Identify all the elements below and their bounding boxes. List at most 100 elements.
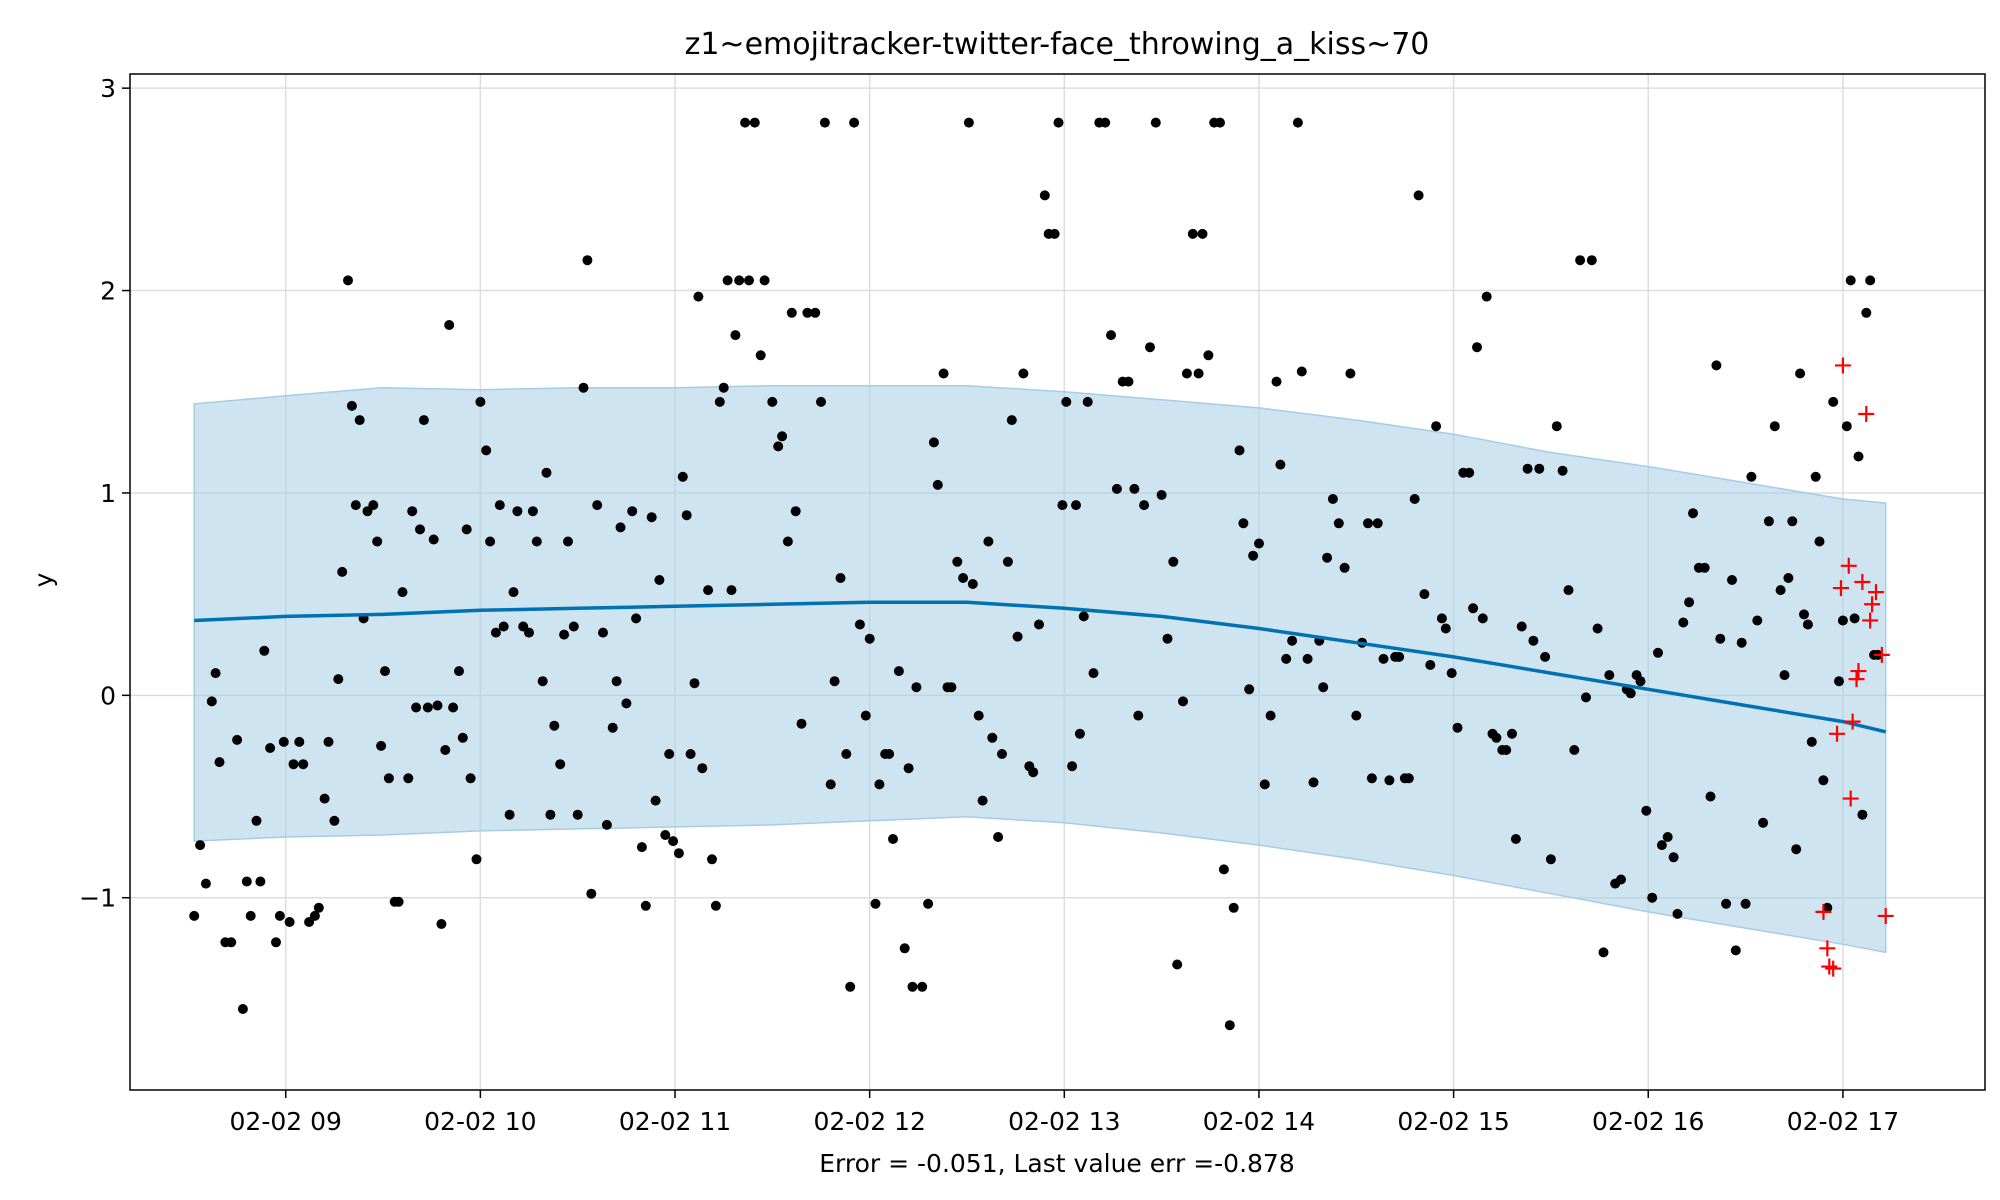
observed-point: [527, 506, 538, 517]
observed-point: [1779, 670, 1790, 681]
x-tick-label: 02-02 16: [1592, 1107, 1704, 1136]
observed-point: [1057, 500, 1068, 511]
observed-point: [1581, 692, 1591, 703]
observed-point: [1592, 623, 1603, 634]
observed-point: [454, 666, 464, 677]
observed-point: [1452, 722, 1463, 733]
observed-point: [407, 506, 418, 517]
observed-point: [714, 396, 725, 407]
observed-point: [329, 815, 340, 826]
observed-point: [1238, 518, 1249, 529]
future-point: [1829, 725, 1846, 742]
observed-point: [1464, 467, 1475, 478]
observed-point: [241, 876, 252, 887]
observed-point: [232, 734, 243, 745]
observed-point: [1586, 255, 1597, 266]
observed-point: [1481, 291, 1492, 302]
x-tick-label: 02-02 11: [619, 1107, 731, 1136]
observed-point: [1327, 494, 1338, 504]
observed-point: [403, 773, 414, 784]
observed-point: [734, 275, 745, 286]
observed-point: [899, 943, 910, 954]
observed-point: [457, 732, 468, 743]
observed-point: [481, 445, 492, 456]
observed-points: [189, 117, 1883, 1031]
observed-point: [512, 506, 523, 517]
observed-point: [1853, 451, 1864, 462]
observed-point: [1746, 471, 1757, 482]
observed-point: [1074, 728, 1085, 739]
observed-point: [475, 396, 486, 407]
observed-point: [884, 749, 895, 759]
observed-point: [864, 633, 875, 644]
observed-point: [767, 396, 778, 407]
y-tick-label: 2: [100, 277, 116, 306]
observed-point: [1139, 500, 1150, 511]
observed-point: [903, 763, 914, 774]
observed-point: [1187, 228, 1198, 239]
observed-point: [796, 718, 807, 729]
observed-point: [685, 749, 696, 759]
observed-point: [226, 937, 237, 948]
observed-point: [1575, 255, 1586, 266]
future-point: [1834, 357, 1851, 374]
observed-point: [1672, 908, 1683, 919]
observed-point: [1477, 613, 1488, 624]
observed-point: [870, 898, 881, 909]
future-points: [1815, 357, 1894, 977]
observed-point: [1715, 633, 1726, 644]
observed-point: [1322, 552, 1333, 563]
observed-point: [1834, 676, 1844, 687]
observed-point: [1849, 613, 1860, 624]
observed-point: [415, 524, 425, 535]
observed-point: [432, 700, 443, 711]
observed-point: [1339, 562, 1350, 573]
observed-point: [278, 736, 289, 747]
chart-title: z1~emojitracker-twitter-face_throwing_a_…: [685, 27, 1430, 62]
observed-point: [977, 795, 988, 806]
observed-point: [1425, 660, 1436, 670]
observed-point: [1528, 635, 1539, 646]
observed-point: [1248, 550, 1259, 561]
observed-point: [274, 910, 285, 921]
observed-point: [428, 534, 439, 545]
observed-point: [490, 627, 501, 638]
x-axis-label: Error = -0.051, Last value err =-0.878: [819, 1149, 1295, 1178]
observed-point: [640, 900, 651, 911]
observed-point: [545, 809, 556, 820]
observed-point: [1345, 368, 1356, 379]
observed-point: [1551, 421, 1562, 432]
x-tick-label: 02-02 17: [1787, 1107, 1899, 1136]
observed-point: [707, 854, 717, 865]
observed-point: [1409, 494, 1420, 504]
observed-point: [1516, 621, 1527, 632]
observed-point: [1049, 228, 1060, 239]
observed-point: [1028, 767, 1039, 778]
observed-point: [598, 627, 608, 638]
x-tick-label: 02-02 10: [424, 1107, 536, 1136]
observed-point: [411, 702, 422, 713]
observed-point: [578, 382, 589, 393]
observed-point: [615, 522, 626, 533]
observed-point: [251, 815, 262, 826]
observed-point: [1522, 463, 1533, 474]
future-point: [1864, 596, 1881, 613]
observed-point: [1684, 597, 1695, 608]
future-point: [1877, 907, 1894, 924]
observed-point: [1351, 710, 1362, 721]
observed-point: [1133, 710, 1144, 721]
observed-point: [494, 500, 505, 511]
observed-point: [911, 682, 922, 693]
observed-point: [504, 809, 515, 820]
observed-point: [1822, 902, 1833, 913]
observed-point: [825, 779, 836, 790]
observed-point: [963, 117, 974, 128]
future-point: [1825, 960, 1842, 977]
observed-point: [673, 848, 684, 859]
observed-point: [537, 676, 548, 687]
observed-point: [498, 621, 509, 632]
observed-point: [1730, 945, 1741, 956]
observed-point: [987, 732, 998, 743]
observed-point: [1431, 421, 1442, 432]
observed-point: [380, 666, 390, 677]
